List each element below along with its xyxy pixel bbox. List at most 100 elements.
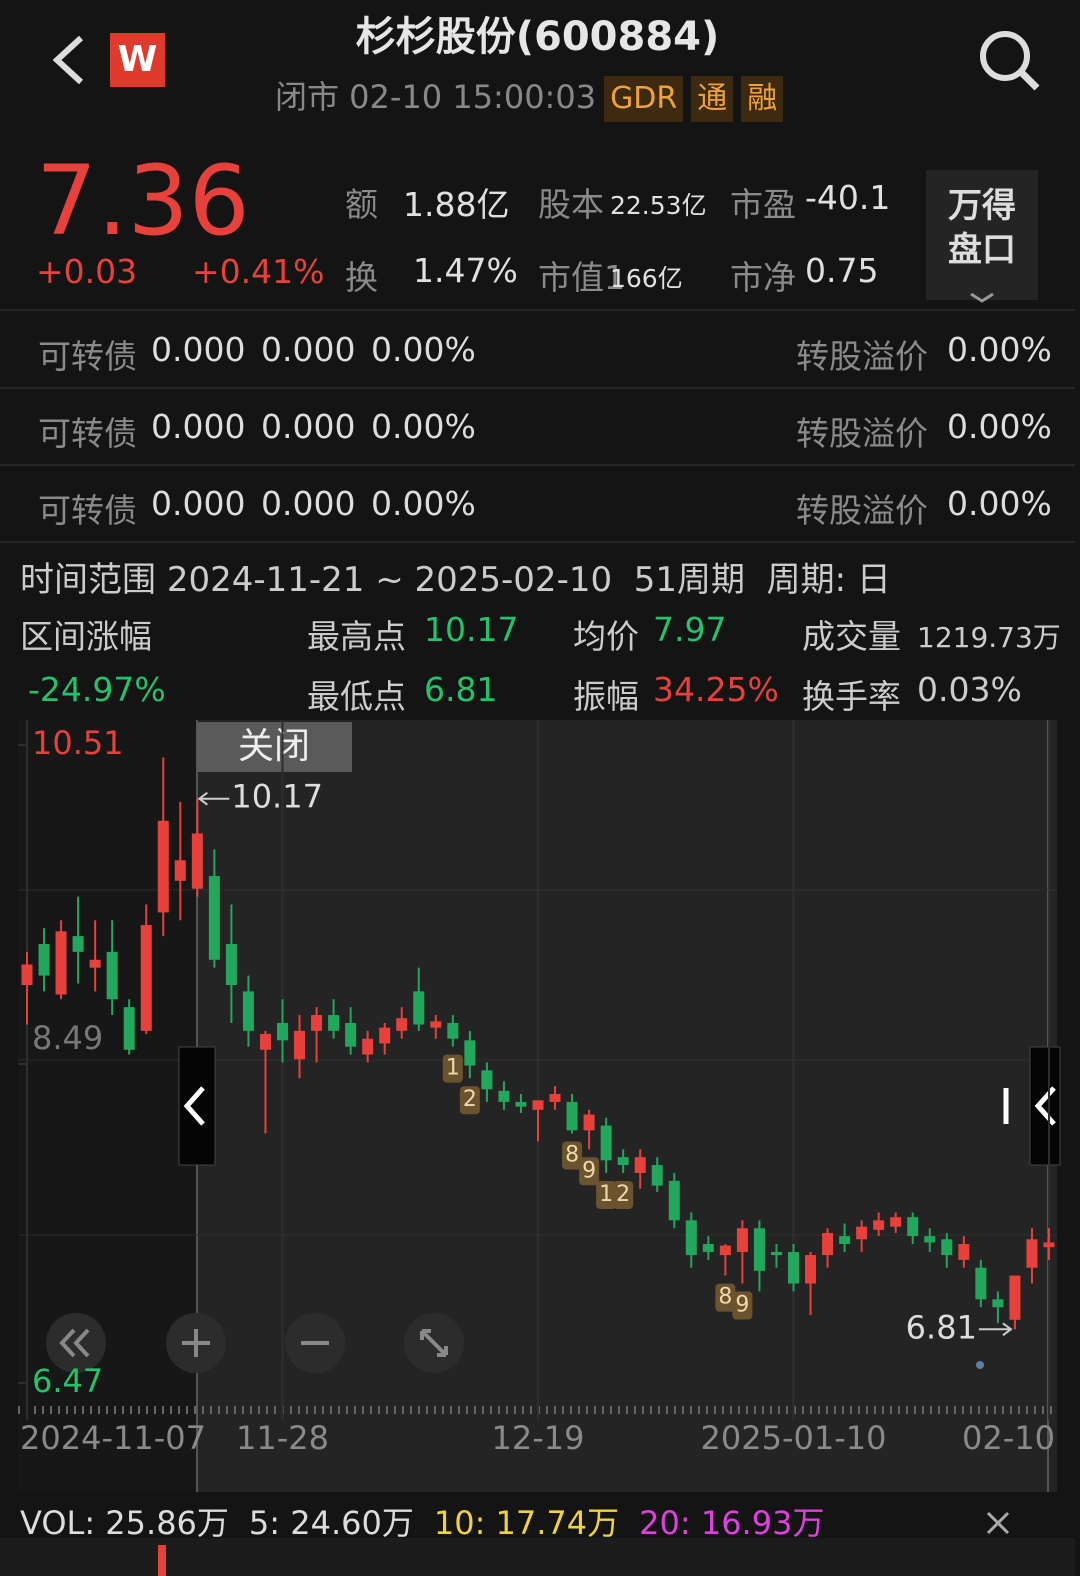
candle-body: [328, 1015, 340, 1031]
y-tick-label: 8.49: [32, 1019, 103, 1057]
td-count: 9: [735, 1293, 749, 1318]
vol-value: 25.86万: [105, 1504, 229, 1542]
td-count: 8: [718, 1285, 732, 1310]
vol-value: 17.74万: [495, 1504, 620, 1542]
td-badge: [442, 1054, 463, 1083]
candle-body: [157, 820, 169, 913]
volume-bar: VOL: 25.86万 5: 24.60万 10: 17.74万 20: 16.93万: [20, 1498, 844, 1544]
status: 闭市 02-10 15:00:03: [275, 78, 597, 116]
bond-value: 0.000: [151, 484, 246, 523]
tag: 融: [741, 76, 784, 122]
avg: 7.97: [653, 610, 727, 649]
stat-value: 166亿: [610, 264, 683, 293]
td-count: 9: [582, 1158, 596, 1183]
bond-value: 0.000: [151, 330, 246, 369]
chevron: [970, 292, 994, 303]
vol-item: 5: 24.60万: [249, 1504, 414, 1542]
vol-item: 20: 16.93万: [639, 1504, 824, 1542]
range-value: 2024-11-21 ~ 2025-02-10: [166, 560, 613, 600]
td-count: 2: [616, 1182, 630, 1207]
td-badge: [579, 1157, 600, 1186]
candle-body: [242, 991, 254, 1031]
candle-body: [396, 1018, 408, 1031]
bond-label: 可转债: [38, 491, 137, 530]
td-badge: [562, 1141, 583, 1170]
icon: [59, 1328, 90, 1358]
volume-panel: [0, 1538, 1075, 1576]
change: +0.03: [36, 252, 138, 291]
stat-label: 换: [345, 258, 378, 297]
back-button[interactable]: [45, 30, 95, 90]
candle-body: [464, 1040, 476, 1066]
close-button[interactable]: [197, 722, 352, 772]
low: 6.81: [424, 670, 498, 709]
tag: 通: [691, 76, 734, 122]
candle-body: [668, 1180, 680, 1221]
high: 10.17: [424, 610, 519, 649]
periods: 51周期: [633, 560, 745, 600]
candle-body: [532, 1100, 544, 1110]
x-tick-label: 2024-11-07: [20, 1419, 206, 1457]
vol-label: 10:: [433, 1504, 486, 1542]
close-volume[interactable]: [985, 1510, 1011, 1536]
button-text: 盘口: [948, 230, 1016, 270]
amp: 34.25%: [653, 670, 779, 709]
candle-body: [583, 1114, 595, 1131]
candle-body: [123, 1007, 135, 1050]
candle-body: [89, 959, 101, 968]
stat-value: 1.88亿: [403, 185, 510, 224]
icon: [420, 1329, 448, 1357]
td-badge: [459, 1086, 480, 1115]
candle-body: [924, 1236, 936, 1243]
bond-value: 0.00%: [371, 330, 476, 369]
candle-body: [549, 1094, 561, 1102]
right-handle[interactable]: [1029, 1046, 1061, 1166]
vol: 1219.73万: [917, 621, 1061, 654]
x-tick-label: 12-19: [492, 1419, 585, 1457]
stat-label: 市净: [730, 258, 796, 297]
candle-body: [21, 964, 33, 986]
search-button[interactable]: [975, 28, 1045, 93]
candle-body: [55, 931, 67, 995]
candle-body: [1043, 1242, 1055, 1248]
close-label: 关闭: [238, 726, 310, 767]
bond-value: 0.000: [151, 407, 246, 446]
td-badge: [732, 1291, 753, 1320]
candle-body: [839, 1236, 851, 1245]
candle-body: [600, 1125, 612, 1161]
candle-body: [651, 1165, 663, 1186]
stat-value: 0.75: [805, 251, 879, 290]
candle-body: [277, 1022, 288, 1041]
candle-body: [617, 1157, 629, 1166]
range-label: 时间范围: [20, 560, 156, 600]
cycle-label: 周期:: [766, 560, 847, 600]
candle-body: [992, 1299, 1004, 1308]
candle-body: [856, 1226, 868, 1240]
avg-label: 均价: [573, 617, 639, 656]
zoom-controls: [46, 1313, 464, 1373]
candle-body: [225, 943, 237, 986]
candle-body: [174, 860, 186, 881]
td-badge: [613, 1180, 634, 1209]
candle-body: [770, 1251, 782, 1256]
candle-body: [1009, 1275, 1021, 1320]
candle-body: [702, 1244, 714, 1252]
high-arrow: [197, 791, 230, 806]
vol-label: 5:: [248, 1504, 281, 1542]
turn: 0.03%: [917, 670, 1022, 709]
td-badge: [715, 1283, 736, 1312]
candle-body: [719, 1245, 731, 1256]
bond-value: 0.00%: [371, 407, 476, 446]
candle-body: [191, 833, 203, 889]
bond-value: 0.000: [261, 484, 356, 523]
title: 杉杉股份(600884): [355, 14, 720, 60]
change-pct: +0.41%: [192, 252, 325, 291]
td-count: 1: [599, 1182, 613, 1207]
dot: [976, 1361, 984, 1369]
wind-button[interactable]: 万得 盘口: [926, 170, 1038, 303]
stat-value: 22.53亿: [610, 191, 707, 220]
x-tick-label: 2025-01-10: [701, 1419, 887, 1457]
candle-body: [805, 1255, 817, 1284]
bond-value: 0.00%: [371, 484, 476, 523]
